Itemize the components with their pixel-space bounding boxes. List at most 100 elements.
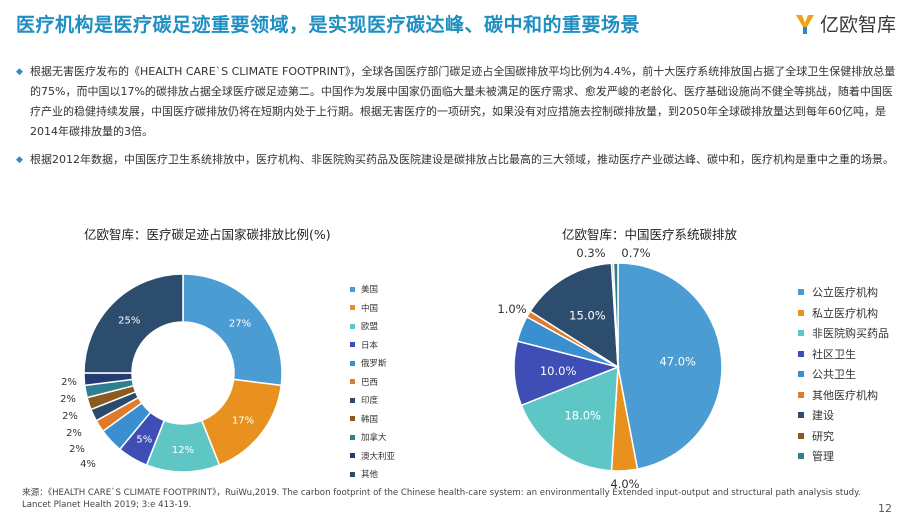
legend-label: 澳大利亚 bbox=[361, 451, 396, 462]
legend-item: 私立医疗机构 bbox=[798, 303, 889, 324]
data-label: 2% bbox=[61, 377, 77, 388]
pie-slice bbox=[612, 262, 619, 368]
pie-slice bbox=[182, 273, 283, 387]
data-label: 0.7% bbox=[621, 246, 650, 260]
legend-swatch bbox=[798, 350, 804, 357]
logo-text: 亿欧智库 bbox=[819, 14, 896, 36]
legend-item: 加拿大 bbox=[350, 428, 395, 447]
data-label: 4.0% bbox=[610, 477, 639, 491]
bullet-item: ◆ 根据无害医疗发布的《HEALTH CARE`S CLIMATE FOOTPR… bbox=[16, 62, 896, 142]
legend-swatch bbox=[798, 391, 804, 398]
data-label: 4% bbox=[80, 459, 96, 470]
source-note: 来源：《HEALTH CARE`S CLIMATE FOOTPRINT》，Rui… bbox=[22, 488, 861, 510]
legend-label: 欧盟 bbox=[361, 322, 379, 333]
chart2-title: 亿欧智库：中国医疗系统碳排放 bbox=[562, 227, 738, 242]
pie-slice bbox=[529, 262, 619, 369]
data-label: 27% bbox=[229, 319, 251, 330]
legend-item: 管理 bbox=[798, 446, 889, 467]
data-label: 10.0% bbox=[540, 364, 577, 378]
bullet-text: 根据无害医疗发布的《HEALTH CARE`S CLIMATE FOOTPRIN… bbox=[30, 65, 896, 138]
legend-label: 社区卫生 bbox=[812, 347, 856, 361]
data-label: 2% bbox=[66, 428, 82, 439]
legend-item: 研究 bbox=[798, 426, 889, 447]
data-label: 15.0% bbox=[569, 308, 606, 322]
data-label: 5% bbox=[136, 434, 152, 445]
bullet-item: ◆ 根据2012年数据，中国医疗卫生系统排放中，医疗机构、非医院购买药品及医院建… bbox=[16, 150, 896, 170]
data-label: 0.3% bbox=[576, 246, 605, 260]
diamond-bullet-icon: ◆ bbox=[16, 67, 23, 77]
data-label: 2% bbox=[69, 444, 85, 455]
page-number: 12 bbox=[878, 502, 892, 515]
data-label: 12% bbox=[172, 445, 194, 456]
bullet-text: 根据2012年数据，中国医疗卫生系统排放中，医疗机构、非医院购买药品及医院建设是… bbox=[30, 153, 894, 166]
legend-item: 巴西 bbox=[350, 373, 395, 392]
legend-item: 澳大利亚 bbox=[350, 447, 395, 466]
brand-logo: 亿欧智库 bbox=[794, 10, 896, 37]
legend-swatch bbox=[350, 379, 355, 385]
legend-label: 其他 bbox=[361, 470, 379, 481]
legend-swatch bbox=[350, 286, 355, 292]
legend-item: 美国 bbox=[350, 280, 395, 299]
legend-label: 建设 bbox=[812, 409, 834, 423]
legend-swatch bbox=[350, 305, 355, 311]
legend-label: 加拿大 bbox=[361, 433, 387, 444]
legend-swatch bbox=[350, 453, 355, 459]
legend-item: 公立医疗机构 bbox=[798, 282, 889, 303]
legend-label: 巴西 bbox=[361, 377, 379, 388]
legend-item: 建设 bbox=[798, 405, 889, 426]
legend-label: 非医院购买药品 bbox=[812, 327, 889, 341]
legend-item: 非医院购买药品 bbox=[798, 323, 889, 344]
pie-slice bbox=[520, 365, 619, 472]
legend-swatch bbox=[350, 416, 355, 422]
legend-swatch bbox=[798, 330, 804, 337]
chart1-title: 亿欧智库：医疗碳足迹占国家碳排放比例(%) bbox=[84, 227, 331, 242]
legend-label: 管理 bbox=[812, 450, 834, 464]
legend-item: 其他 bbox=[350, 465, 395, 484]
yiou-logo-icon bbox=[795, 14, 814, 34]
legend-item: 印度 bbox=[350, 391, 395, 410]
legend-label: 日本 bbox=[361, 340, 379, 351]
page-title: 医疗机构是医疗碳足迹重要领域，是实现医疗碳达峰、碳中和的重要场景 bbox=[16, 14, 641, 36]
legend-item: 俄罗斯 bbox=[350, 354, 395, 373]
legend-swatch bbox=[350, 397, 355, 403]
data-label: 2% bbox=[62, 411, 78, 422]
data-label: 17% bbox=[232, 416, 254, 427]
legend-label: 中国 bbox=[361, 303, 379, 314]
data-label: 25% bbox=[118, 315, 140, 326]
legend-item: 公共卫生 bbox=[798, 364, 889, 385]
legend-swatch bbox=[350, 323, 355, 329]
legend-swatch bbox=[798, 453, 804, 460]
bullet-list: ◆ 根据无害医疗发布的《HEALTH CARE`S CLIMATE FOOTPR… bbox=[16, 62, 896, 178]
legend-label: 其他医疗机构 bbox=[812, 388, 878, 402]
legend-item: 韩国 bbox=[350, 410, 395, 429]
legend-label: 私立医疗机构 bbox=[812, 306, 878, 320]
legend-label: 公立医疗机构 bbox=[812, 286, 878, 300]
data-label: 2% bbox=[60, 394, 76, 405]
pie-slice bbox=[83, 273, 184, 374]
legend-label: 韩国 bbox=[361, 414, 379, 425]
legend-label: 印度 bbox=[361, 396, 379, 407]
legend-item: 欧盟 bbox=[350, 317, 395, 336]
legend-label: 公共卫生 bbox=[812, 368, 856, 382]
chart1-legend: 美国中国欧盟日本俄罗斯巴西印度韩国加拿大澳大利亚其他 bbox=[350, 280, 395, 484]
chart2-legend: 公立医疗机构 私立医疗机构 非医院购买药品 社区卫生公共卫生其他医疗机构 建设研究管理 bbox=[798, 282, 889, 467]
diamond-bullet-icon: ◆ bbox=[16, 155, 23, 165]
data-label: 1.0% bbox=[497, 302, 526, 316]
legend-item: 其他医疗机构 bbox=[798, 385, 889, 406]
data-label: 47.0% bbox=[659, 354, 696, 368]
legend-swatch bbox=[798, 371, 804, 378]
pie-slice bbox=[617, 262, 723, 471]
legend-swatch bbox=[798, 289, 804, 296]
legend-swatch bbox=[350, 471, 355, 477]
data-label: 18.0% bbox=[564, 409, 601, 423]
legend-swatch bbox=[798, 309, 804, 316]
legend-label: 研究 bbox=[812, 429, 834, 443]
legend-swatch bbox=[350, 360, 355, 366]
legend-item: 中国 bbox=[350, 299, 395, 318]
legend-swatch bbox=[798, 432, 804, 439]
legend-item: 社区卫生 bbox=[798, 344, 889, 365]
legend-swatch bbox=[798, 412, 804, 419]
legend-swatch bbox=[350, 434, 355, 440]
